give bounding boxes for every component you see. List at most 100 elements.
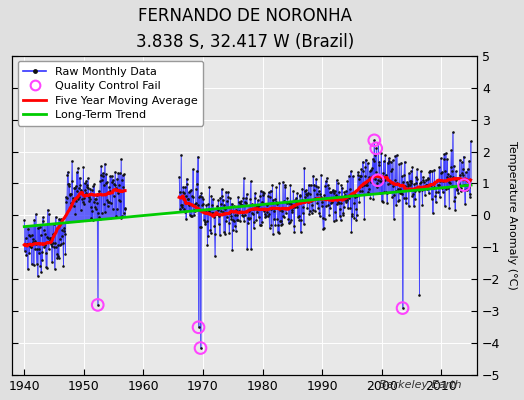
- Point: [427, 181, 435, 188]
- Point: [348, 212, 356, 219]
- Point: [233, 217, 241, 223]
- Point: [409, 191, 418, 198]
- Point: [97, 210, 106, 216]
- Point: [67, 200, 75, 206]
- Point: [229, 227, 237, 234]
- Point: [347, 228, 356, 235]
- Point: [329, 186, 337, 193]
- Point: [288, 209, 297, 215]
- Point: [109, 177, 117, 183]
- Point: [112, 184, 120, 191]
- Point: [237, 202, 246, 208]
- Point: [203, 242, 212, 248]
- Point: [395, 197, 403, 203]
- Point: [219, 197, 227, 203]
- Point: [242, 195, 250, 201]
- Point: [445, 205, 453, 212]
- Point: [270, 216, 279, 222]
- Point: [264, 193, 272, 199]
- Point: [182, 216, 190, 222]
- Point: [385, 158, 394, 164]
- Point: [421, 192, 429, 198]
- Point: [96, 172, 105, 178]
- Point: [310, 182, 319, 188]
- Point: [28, 232, 36, 239]
- Point: [438, 169, 446, 175]
- Point: [236, 218, 244, 224]
- Point: [323, 182, 332, 189]
- Point: [201, 219, 209, 226]
- Point: [460, 182, 468, 188]
- Point: [71, 184, 79, 191]
- Point: [207, 230, 215, 237]
- Point: [373, 180, 381, 186]
- Point: [113, 206, 121, 212]
- Point: [351, 191, 359, 197]
- Point: [232, 207, 241, 214]
- Point: [46, 235, 54, 242]
- Point: [403, 183, 412, 189]
- Point: [339, 210, 347, 216]
- Point: [60, 224, 69, 231]
- Point: [42, 264, 50, 270]
- Point: [207, 192, 215, 199]
- Point: [213, 210, 222, 217]
- Point: [416, 180, 424, 186]
- Point: [93, 192, 101, 198]
- Point: [461, 187, 469, 193]
- Point: [429, 185, 438, 191]
- Point: [460, 182, 468, 188]
- Point: [118, 172, 127, 178]
- Point: [297, 217, 305, 223]
- Point: [43, 206, 52, 213]
- Point: [40, 242, 49, 248]
- Point: [393, 180, 401, 186]
- Point: [204, 201, 212, 208]
- Point: [455, 184, 463, 190]
- Point: [310, 187, 318, 193]
- Point: [85, 194, 93, 200]
- Point: [37, 269, 46, 276]
- Point: [298, 197, 306, 203]
- Point: [119, 210, 128, 216]
- Point: [322, 203, 330, 209]
- Point: [198, 194, 206, 200]
- Point: [278, 208, 286, 214]
- Point: [282, 209, 290, 216]
- Point: [330, 190, 338, 196]
- Point: [326, 200, 335, 206]
- Point: [101, 209, 110, 215]
- Point: [352, 217, 361, 224]
- Point: [429, 210, 437, 216]
- Point: [226, 195, 234, 202]
- Point: [268, 182, 277, 188]
- Point: [32, 261, 41, 267]
- Title: FERNANDO DE NORONHA
3.838 S, 32.417 W (Brazil): FERNANDO DE NORONHA 3.838 S, 32.417 W (B…: [136, 7, 354, 51]
- Point: [408, 193, 416, 200]
- Point: [336, 217, 345, 224]
- Point: [183, 181, 191, 188]
- Point: [94, 210, 102, 216]
- Point: [94, 302, 102, 308]
- Point: [49, 240, 57, 246]
- Point: [332, 217, 340, 223]
- Point: [419, 176, 428, 183]
- Point: [27, 244, 36, 250]
- Point: [103, 202, 112, 209]
- Point: [241, 198, 249, 205]
- Point: [377, 174, 385, 181]
- Point: [225, 220, 233, 226]
- Point: [91, 204, 100, 210]
- Point: [416, 186, 424, 192]
- Point: [192, 180, 201, 187]
- Point: [288, 206, 296, 213]
- Point: [439, 189, 447, 195]
- Point: [58, 233, 66, 239]
- Point: [101, 160, 109, 167]
- Point: [175, 174, 183, 180]
- Point: [86, 186, 94, 192]
- Point: [187, 186, 195, 193]
- Point: [428, 196, 436, 202]
- Point: [22, 252, 30, 258]
- Point: [291, 204, 300, 210]
